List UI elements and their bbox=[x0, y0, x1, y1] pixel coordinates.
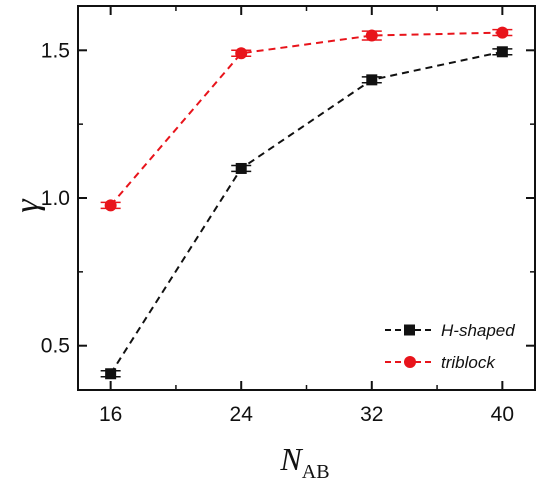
legend-marker-h-shaped bbox=[404, 324, 415, 336]
data-point-triblock bbox=[365, 29, 378, 42]
data-point-h-shaped bbox=[235, 162, 247, 174]
x-axis-title-subscript: AB bbox=[302, 461, 330, 483]
data-point-h-shaped bbox=[496, 46, 508, 58]
x-axis-title: NAB bbox=[279, 441, 329, 483]
series-line-triblock bbox=[109, 31, 503, 207]
series-layer bbox=[100, 26, 513, 380]
data-point-triblock bbox=[235, 47, 248, 60]
x-tick-label: 32 bbox=[360, 403, 383, 426]
legend-item-h-shaped: H-shaped bbox=[385, 321, 515, 340]
data-point-triblock bbox=[104, 199, 117, 212]
x-tick-label: 40 bbox=[491, 403, 514, 426]
legend-item-triblock: triblock bbox=[385, 353, 496, 372]
legend: H-shaped triblock bbox=[385, 321, 515, 372]
y-tick-label: 0.5 bbox=[41, 335, 70, 358]
data-point-h-shaped bbox=[105, 368, 117, 380]
series-triblock bbox=[100, 26, 513, 212]
y-tick-label: 1.0 bbox=[41, 187, 70, 210]
x-tick-label: 16 bbox=[99, 403, 122, 426]
series-line-h-shaped bbox=[109, 50, 503, 375]
series-h-shaped bbox=[100, 46, 513, 380]
x-tick-label: 24 bbox=[230, 403, 254, 426]
axis-ticks: 16 24 32 40 0.5 1.0 1.5 bbox=[41, 6, 535, 426]
y-tick-label: 1.5 bbox=[41, 39, 70, 62]
legend-label-h-shaped: H-shaped bbox=[441, 321, 515, 340]
x-axis-title-main: N bbox=[279, 441, 303, 477]
legend-marker-triblock bbox=[404, 356, 416, 368]
y-axis-title: γ bbox=[9, 198, 46, 213]
data-point-h-shaped bbox=[366, 74, 378, 86]
data-point-triblock bbox=[496, 26, 509, 39]
legend-label-triblock: triblock bbox=[441, 353, 496, 372]
